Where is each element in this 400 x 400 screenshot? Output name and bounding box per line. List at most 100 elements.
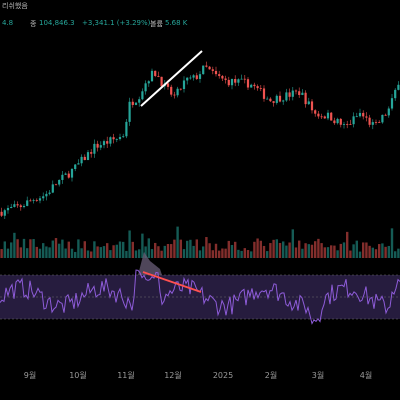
volume-bar [29, 239, 32, 258]
candle-body [282, 100, 285, 102]
candle-body [13, 204, 16, 207]
annotations [140, 50, 203, 293]
volume-bar [70, 248, 74, 258]
candle-body [330, 112, 333, 121]
volume-bar [128, 230, 131, 258]
volume-series [0, 226, 400, 258]
volume-bar [163, 245, 166, 258]
volume-bar [51, 240, 54, 258]
close-value: 104,846.3 [39, 19, 75, 27]
candle-body [237, 79, 240, 83]
candle-body [320, 116, 323, 118]
x-tick-label: 10월 [69, 370, 87, 380]
volume-bar [112, 245, 115, 258]
candle-body [387, 108, 390, 116]
candle-body [77, 163, 80, 165]
candle-body [256, 86, 259, 89]
candle-body [125, 121, 128, 137]
candle-body [250, 84, 253, 88]
volume-bar [131, 241, 134, 258]
volume-bar [381, 243, 384, 258]
candle-body [262, 88, 266, 99]
volume-bar [160, 250, 163, 258]
candle-body [173, 94, 176, 96]
volume-bar [192, 245, 195, 258]
candle-body [266, 98, 269, 100]
volume-bar [19, 247, 22, 258]
candle-body [138, 99, 141, 103]
candle-body [234, 79, 237, 83]
candle-body [333, 120, 336, 124]
candle-body [26, 200, 29, 206]
candle-body [298, 91, 301, 95]
volume-bar [157, 246, 160, 258]
volume-bar [342, 242, 346, 258]
candle-body [336, 118, 339, 124]
volume-bar [310, 244, 314, 258]
volume-bar [102, 246, 106, 258]
volume-bar [320, 243, 323, 258]
candle-body [358, 112, 362, 117]
volume-bar [304, 243, 307, 258]
candle-body [278, 95, 282, 102]
candle-body [160, 76, 163, 87]
candle-body [189, 77, 192, 79]
candle-body [314, 110, 317, 114]
volume-bar [250, 251, 253, 258]
candle-body [326, 112, 330, 119]
candle-body [83, 156, 86, 161]
volume-bar [346, 231, 349, 258]
x-tick-label: 9월 [24, 370, 36, 380]
volume-bar [16, 239, 19, 258]
volume-bar [176, 226, 179, 258]
candle-body [198, 74, 202, 79]
volume-bar [10, 242, 13, 258]
candle-body [259, 88, 262, 89]
candle-body [176, 88, 179, 96]
volume-bar [227, 240, 230, 258]
volume-bar [166, 243, 170, 258]
x-tick-label: 2025 [213, 371, 233, 380]
candle-body [285, 92, 288, 101]
volume-bar [358, 251, 362, 258]
candle-body [29, 200, 32, 202]
candle-body [365, 116, 368, 118]
volume-bar [0, 249, 3, 258]
candle-body [157, 75, 160, 77]
candle-body [371, 122, 374, 125]
x-tick-label: 11월 [117, 370, 135, 380]
volume-bar [211, 250, 214, 258]
candle-body [269, 98, 272, 102]
candle-body [170, 86, 173, 95]
candle-body [224, 78, 227, 80]
candle-body [288, 92, 291, 97]
volume-bar [208, 243, 211, 258]
candle-body [346, 124, 349, 125]
volume-bar [182, 249, 186, 258]
candle-body [310, 101, 314, 111]
candle-body [96, 143, 99, 148]
candle-body [48, 192, 51, 194]
title-fragment: 리쉬했음 [2, 2, 28, 10]
candle-body [179, 88, 182, 90]
volume-bar [336, 250, 339, 258]
candle-body [339, 118, 342, 125]
candle-body [141, 91, 144, 100]
volume-bar [122, 241, 125, 258]
volume-bar [22, 238, 26, 258]
candle-body [115, 139, 118, 140]
candle-body [3, 210, 6, 216]
candle-body [42, 196, 45, 199]
volume-bar [35, 246, 38, 258]
candle-body [208, 66, 211, 70]
x-tick-label: 4월 [360, 370, 372, 380]
volume-bar [48, 247, 51, 258]
candle-body [150, 70, 154, 82]
volume-bar [67, 241, 70, 258]
volume-bar [83, 241, 86, 258]
volume-bar [333, 245, 336, 258]
candle-body [144, 83, 147, 92]
volume-bar [26, 248, 29, 258]
volume-bar [330, 245, 333, 258]
